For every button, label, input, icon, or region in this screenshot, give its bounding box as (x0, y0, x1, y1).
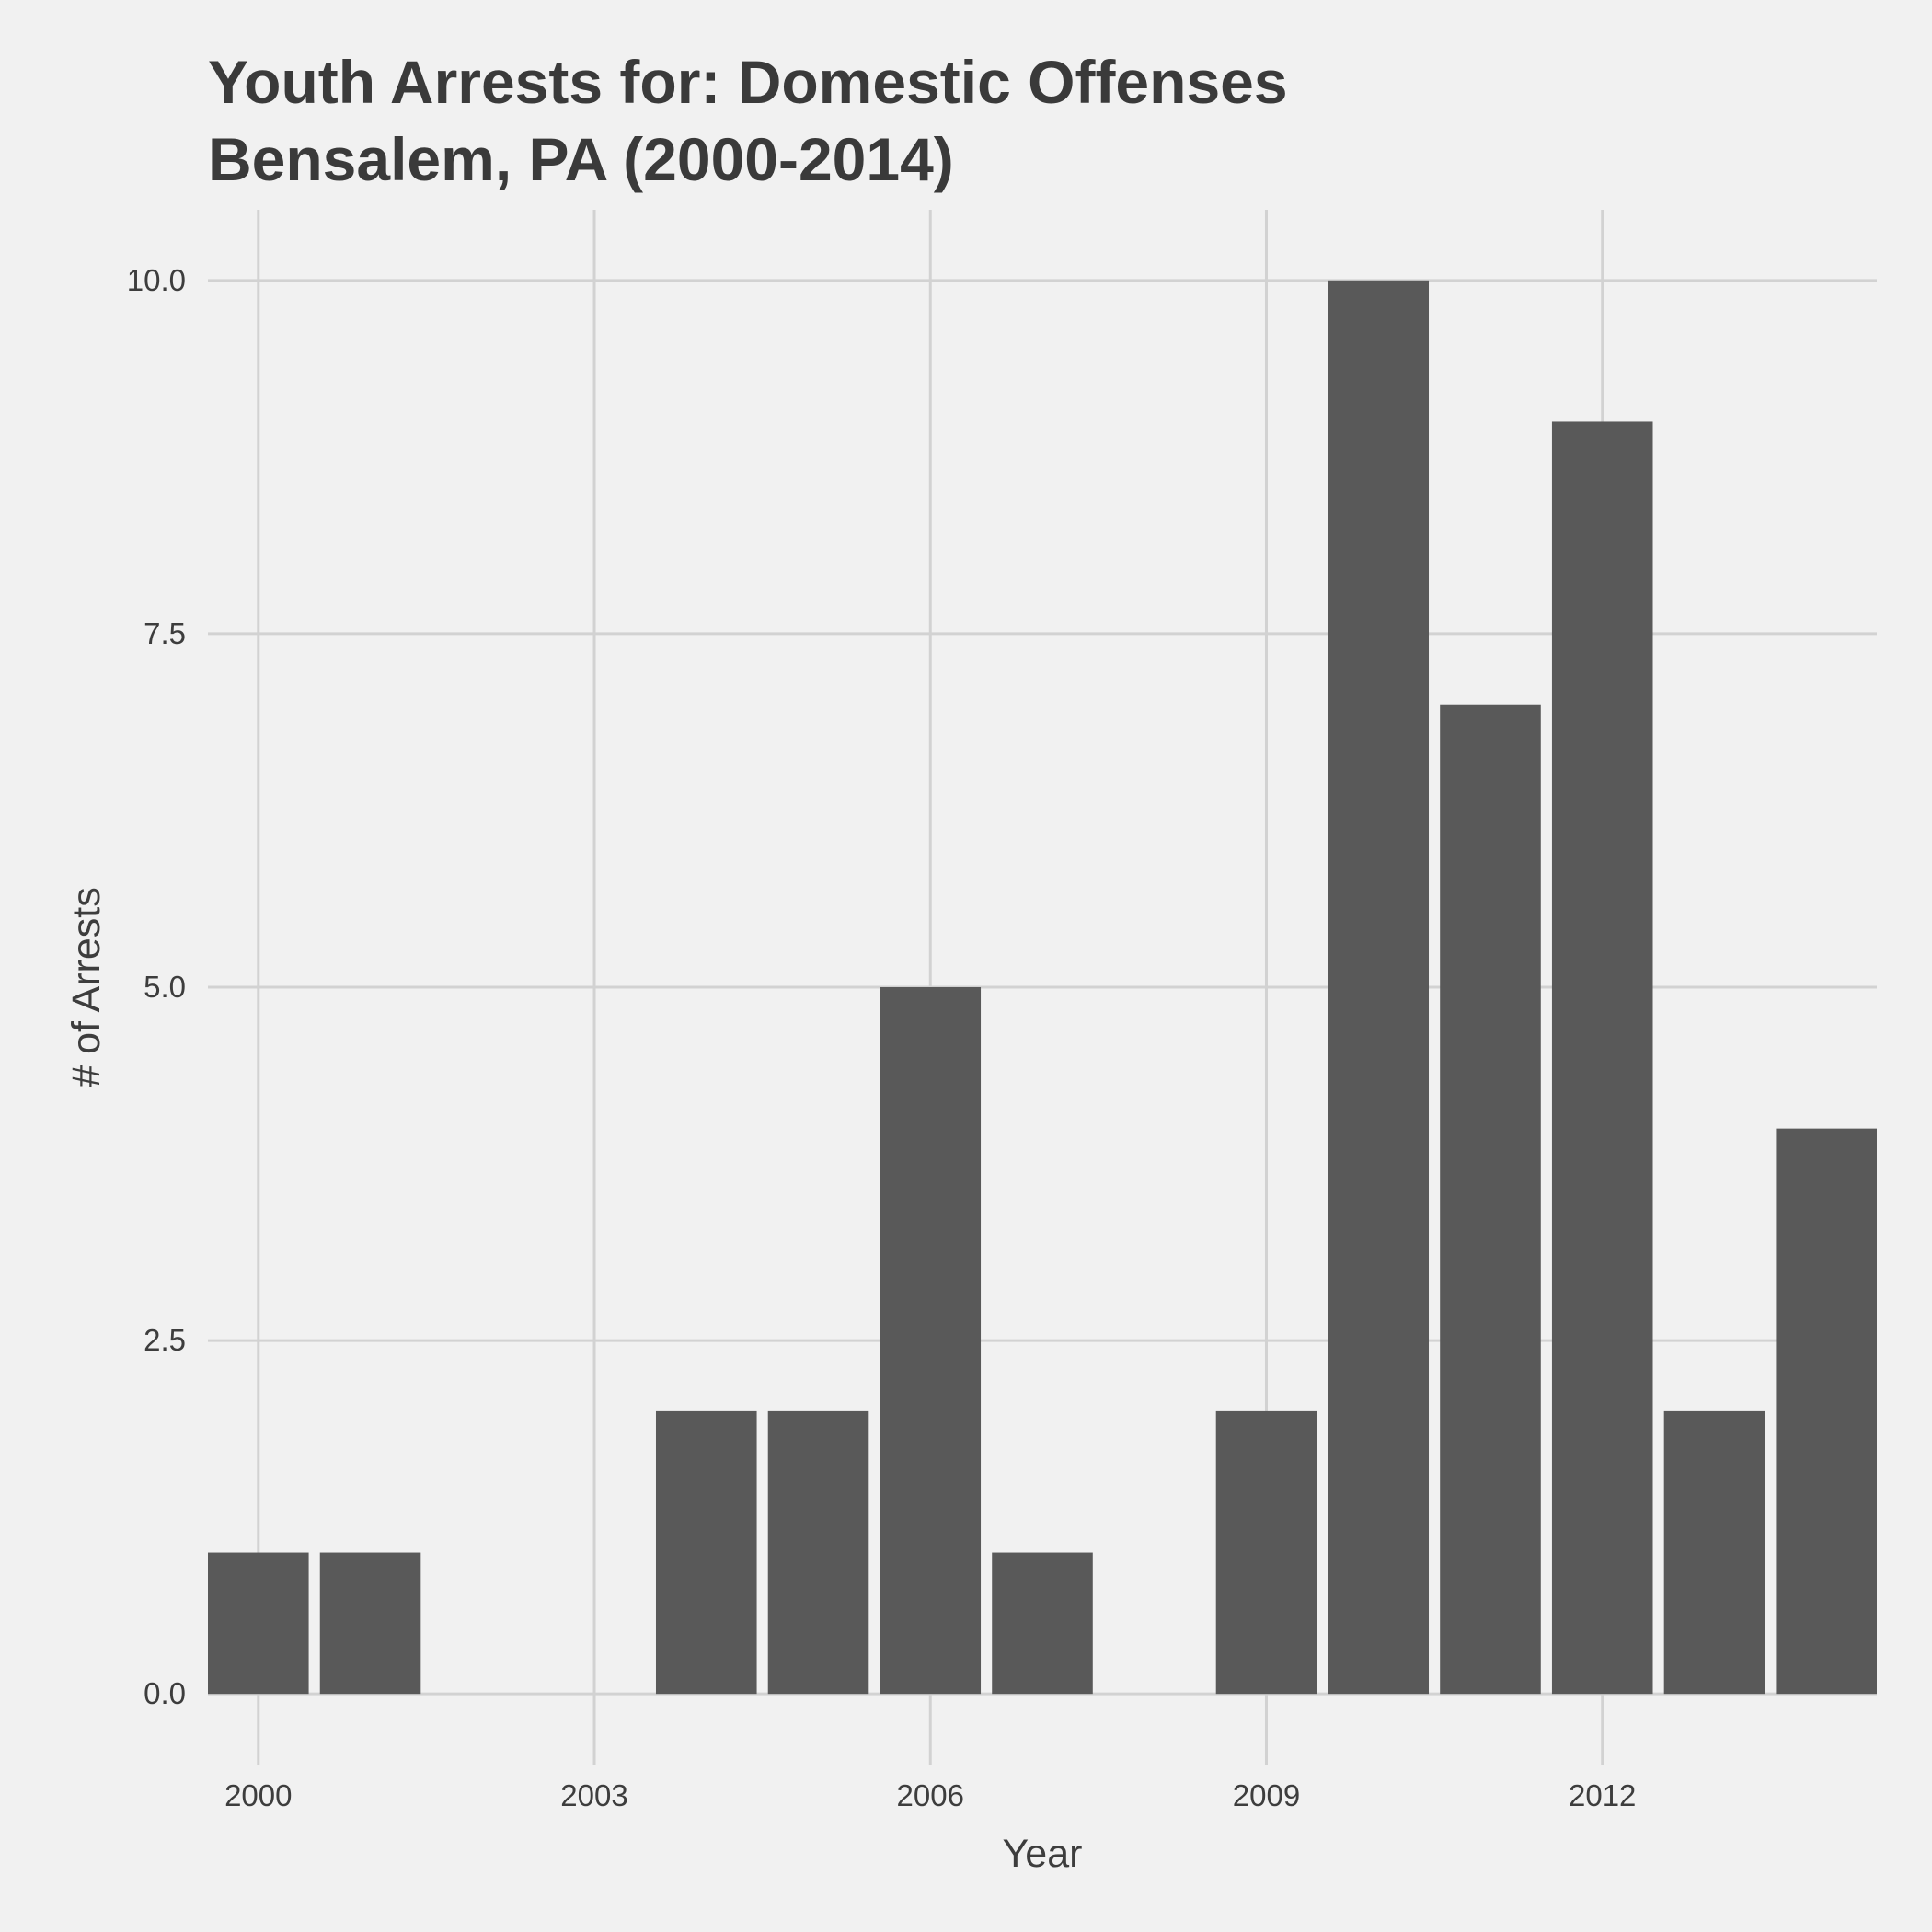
x-tick-label: 2012 (1569, 1778, 1636, 1812)
bar-2013 (1663, 1410, 1765, 1695)
x-tick-label: 2006 (897, 1778, 964, 1812)
bar-2010 (1328, 280, 1430, 1695)
y-tick-label: 10.0 (127, 263, 186, 297)
bar-2001 (319, 1552, 421, 1695)
bar-2014 (1776, 1128, 1877, 1695)
chart-title-line-1: Youth Arrests for: Domestic Offenses (208, 48, 1288, 116)
y-tick-label: 7.5 (144, 616, 186, 650)
x-tick-label: 2000 (224, 1778, 292, 1812)
y-tick-label: 0.0 (144, 1676, 186, 1710)
bar-2009 (1215, 1410, 1317, 1695)
chart-title-line-2: Bensalem, PA (2000-2014) (208, 125, 954, 193)
tick-labels: 0.0 2.5 5.0 7.5 10.0 2000 2003 2006 2009 2012 (127, 263, 1637, 1812)
bar-2005 (767, 1410, 869, 1695)
y-tick-label: 5.0 (144, 970, 186, 1004)
x-tick-label: 2003 (560, 1778, 627, 1812)
bar-2012 (1551, 421, 1653, 1695)
bars (208, 280, 1877, 1695)
y-tick-label: 2.5 (144, 1323, 186, 1357)
bar-2004 (655, 1410, 757, 1695)
bar-2000 (208, 1552, 309, 1695)
bar-2011 (1440, 704, 1541, 1695)
x-axis-title: Year (1003, 1832, 1083, 1876)
bar-2007 (992, 1552, 1093, 1695)
x-tick-label: 2009 (1233, 1778, 1300, 1812)
bar-2006 (880, 987, 982, 1695)
y-axis-title: # of Arrests (64, 887, 109, 1087)
